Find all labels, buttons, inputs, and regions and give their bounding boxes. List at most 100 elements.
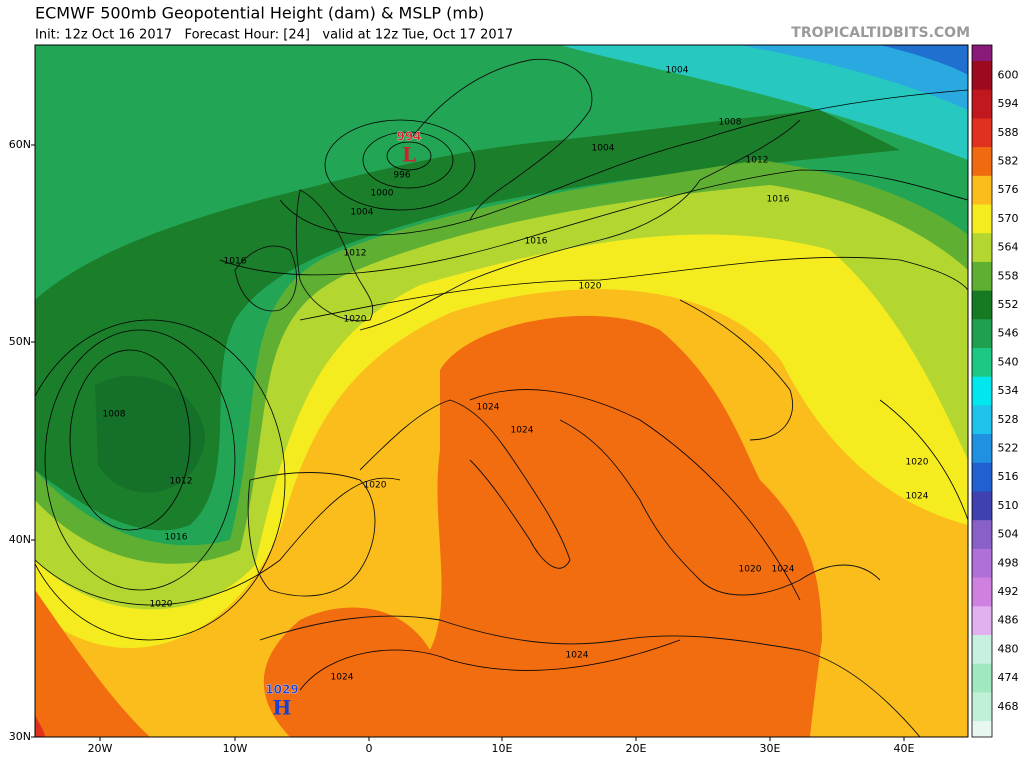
isobar-label: 1020 (579, 282, 602, 292)
isobar-label: 1004 (351, 208, 374, 218)
lon-label: 40E (894, 742, 915, 755)
lat-label: 30N (9, 730, 31, 743)
lon-label: 0 (366, 742, 373, 755)
lat-label: 60N (9, 138, 31, 151)
colorbar-swatch (972, 376, 992, 406)
colorbar-swatch (972, 147, 992, 177)
colorbar-label: 474 (998, 671, 1019, 684)
colorbar-label: 582 (998, 154, 1019, 167)
isobar-label: 1008 (103, 410, 126, 420)
lon-label: 30E (760, 742, 781, 755)
isobar-label: 1016 (525, 237, 548, 247)
colorbar-swatch (972, 348, 992, 378)
colorbar-swatch (972, 261, 992, 292)
isobar-label: 1012 (344, 249, 367, 259)
colorbar-frame (971, 44, 993, 738)
colorbar-label: 570 (998, 212, 1019, 225)
isobar-label: 1020 (906, 458, 929, 468)
colorbar-swatch (972, 45, 992, 61)
field-516 (880, 45, 968, 75)
colorbar-swatch (972, 319, 992, 349)
subtitle: Init: 12z Oct 16 2017 Forecast Hour: [24… (35, 28, 513, 43)
field-528 (740, 45, 968, 110)
lon-label: 20W (88, 742, 113, 755)
isobar-label: 1024 (906, 492, 929, 502)
lat-label: 40N (9, 533, 31, 546)
colorbar-swatch (972, 548, 992, 579)
lon-label: 10E (492, 742, 513, 755)
isobar-label: 1012 (746, 156, 769, 166)
isobar-label: 1000 (371, 189, 394, 199)
colorbar-label: 498 (998, 556, 1019, 569)
colorbar-swatch (972, 721, 992, 737)
colorbar-swatch (972, 462, 992, 492)
title: ECMWF 500mb Geopotential Height (dam) & … (35, 4, 484, 23)
isobar-label: 1024 (772, 565, 795, 575)
isobar-label: 1020 (344, 315, 367, 325)
isobar-label: 1016 (767, 195, 790, 205)
isobar-label: 996 (393, 171, 410, 181)
colorbar-swatch (972, 692, 992, 722)
isobar-label: 1008 (719, 118, 742, 128)
map-fields (35, 45, 968, 737)
source: TROPICALTIDBITS.COM (791, 25, 970, 41)
colorbar-label: 516 (998, 470, 1019, 483)
pressure-center-value: 994 (396, 130, 421, 144)
isobar-label: 1004 (666, 66, 689, 76)
lon-label: 20E (626, 742, 647, 755)
colorbar-swatch (972, 89, 992, 119)
isobar-label: 1016 (165, 533, 188, 543)
isobar-label: 1020 (739, 565, 762, 575)
colorbar-swatch (972, 434, 992, 464)
coastlines (234, 58, 921, 737)
isobars (35, 89, 968, 691)
colorbar-swatch (972, 204, 992, 234)
isobar-label: 1024 (477, 403, 500, 413)
colorbar-label: 558 (998, 269, 1019, 282)
colorbar-swatch (972, 61, 992, 91)
isobar-label: 1024 (331, 673, 354, 683)
colorbar-label: 522 (998, 441, 1019, 454)
colorbar-label: 534 (998, 384, 1019, 397)
pressure-center-symbol: H (273, 696, 292, 720)
colorbar-swatch (972, 606, 992, 636)
colorbar-label: 486 (998, 614, 1019, 627)
colorbar-label: 492 (998, 585, 1019, 598)
isobar-label: 1020 (364, 481, 387, 491)
colorbar-swatch (972, 577, 992, 607)
colorbar-label: 594 (998, 97, 1019, 110)
colorbar-label: 540 (998, 355, 1019, 368)
colorbar-swatch (972, 118, 992, 148)
colorbar-swatch (972, 405, 992, 435)
colorbar-swatch (972, 635, 992, 665)
colorbar-label: 510 (998, 499, 1019, 512)
colorbar-swatch (972, 491, 992, 521)
isobar-label: 1016 (224, 257, 247, 267)
colorbar-label: 600 (998, 68, 1019, 81)
field-552-low (95, 376, 205, 493)
colorbar-swatch (972, 233, 992, 263)
colorbar-swatch (972, 520, 992, 550)
colorbar-label: 504 (998, 528, 1019, 541)
colorbar-label: 588 (998, 126, 1019, 139)
isobar-label: 1024 (511, 426, 534, 436)
field-582-sw (35, 590, 150, 737)
lat-label: 50N (9, 335, 31, 348)
isobar-label: 1020 (150, 600, 173, 610)
pressure-center-value: 1029 (265, 683, 298, 697)
colorbar-label: 552 (998, 298, 1019, 311)
pressure-center-symbol: L (402, 143, 416, 167)
colorbar-label: 576 (998, 183, 1019, 196)
colorbar-label: 564 (998, 241, 1019, 254)
colorbar-label: 546 (998, 327, 1019, 340)
colorbar-swatch (972, 175, 992, 205)
isobar-label: 1004 (592, 144, 615, 154)
colorbar-label: 468 (998, 700, 1019, 713)
field-582 (263, 315, 822, 737)
colorbar-swatch (972, 290, 992, 320)
colorbar-label: 528 (998, 413, 1019, 426)
field-552 (35, 110, 900, 531)
field-588 (35, 715, 45, 737)
